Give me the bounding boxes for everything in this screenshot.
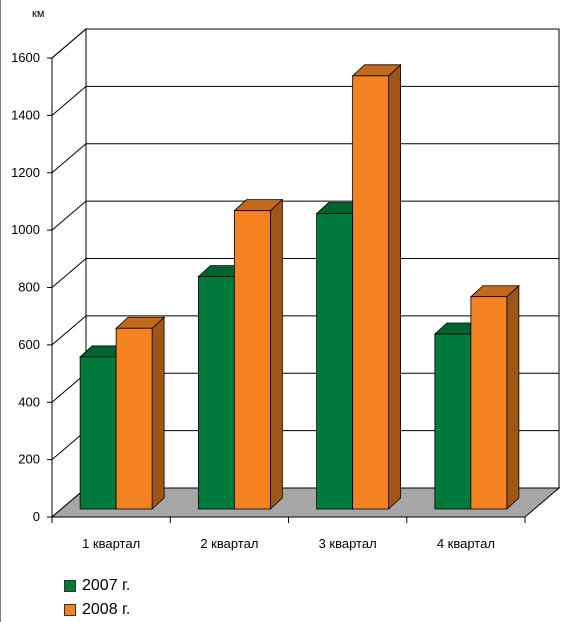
legend-swatch-2008 [64, 604, 76, 616]
bar-front [434, 333, 472, 510]
y-tick-label: 200 [18, 452, 40, 467]
bar-2008-q3 [351, 63, 402, 510]
legend-item-2007: 2007 г. [64, 574, 130, 598]
bars [79, 63, 520, 510]
bar-front [115, 327, 153, 510]
y-axis-unit-label: км [32, 8, 44, 20]
legend-swatch-2007 [64, 580, 76, 592]
y-tick-label: 600 [18, 337, 40, 352]
gridline-side [51, 315, 87, 346]
bar-front [79, 356, 117, 510]
y-tick-label: 1000 [11, 222, 40, 237]
y-tick-label: 0 [33, 509, 40, 524]
gridline-side [51, 85, 87, 116]
y-tick-label: 1200 [11, 165, 40, 180]
gridline-side [51, 28, 87, 59]
bar-front [233, 210, 271, 510]
bar-front [470, 296, 508, 510]
bar-side [269, 198, 283, 510]
x-tick-label: 3 квартал [319, 536, 377, 551]
x-tick-label: 1 квартал [82, 536, 140, 551]
y-tick-label: 1400 [11, 107, 40, 122]
bar-front [352, 75, 390, 510]
bar-2008-q4 [469, 284, 520, 510]
x-axis-ticks: 1 квартал 2 квартал 3 квартал 4 квартал [51, 516, 526, 551]
bar-2008-q1 [115, 316, 166, 510]
legend: 2007 г. 2008 г. [64, 574, 130, 622]
x-tick-label: 2 квартал [200, 536, 258, 551]
y-tick-label: 800 [18, 280, 40, 295]
bar-2008-q2 [233, 198, 284, 510]
chart-frame-line [0, 0, 1, 622]
bar-side [151, 316, 165, 510]
legend-item-2008: 2008 г. [64, 598, 130, 622]
gridline-side [51, 258, 87, 288]
bar-front [316, 213, 354, 510]
bar-side [506, 284, 520, 510]
y-axis-ticks: 0 200 400 600 800 1000 1200 1400 1600 [11, 50, 53, 524]
y-tick-label: 1600 [11, 50, 40, 65]
legend-label-2007: 2007 г. [82, 577, 131, 594]
gridline-side [51, 143, 87, 174]
x-tick-label: 4 квартал [437, 536, 495, 551]
bar-side [388, 63, 402, 510]
gridline-side [51, 200, 87, 231]
bar-front [197, 276, 235, 510]
legend-label-2008: 2008 г. [82, 601, 131, 618]
y-tick-label: 400 [18, 394, 40, 409]
